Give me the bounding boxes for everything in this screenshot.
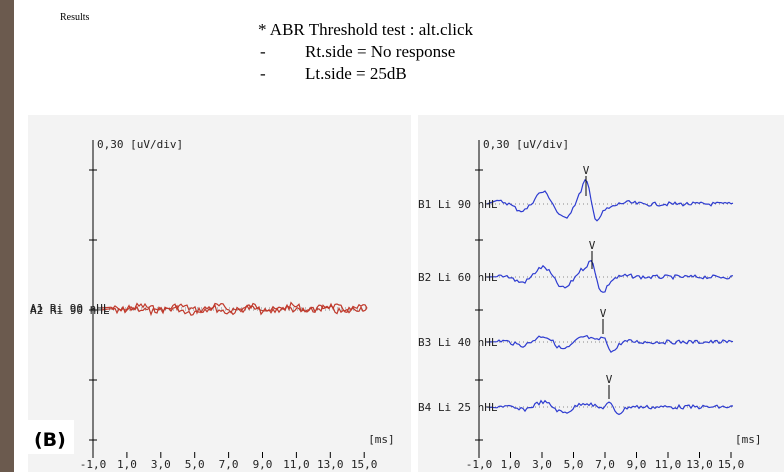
x-tick-label: 7,0 — [595, 458, 615, 471]
x-tick-label: -1,0 — [466, 458, 493, 471]
x-tick-label: 11,0 — [283, 458, 310, 471]
x-unit: [ms] — [368, 433, 395, 446]
y-axis-label: 0,30 [uV/div] — [97, 138, 183, 151]
panel-tag: (B) — [34, 429, 66, 451]
result-line: Lt.side = 25dB — [305, 64, 407, 83]
x-tick-label: 15,0 — [718, 458, 745, 471]
x-tick-label: -1,0 — [80, 458, 107, 471]
x-tick-label: 3,0 — [532, 458, 552, 471]
x-tick-label: 5,0 — [564, 458, 584, 471]
peak-label: V — [600, 307, 607, 320]
peak-label: V — [606, 373, 613, 386]
x-unit: [ms] — [735, 433, 762, 446]
trace-label: B3 Li 40 nHL — [418, 336, 498, 349]
x-tick-label: 9,0 — [627, 458, 647, 471]
dash: - — [260, 42, 266, 61]
waveform — [486, 259, 734, 293]
x-tick-label: 13,0 — [317, 458, 344, 471]
panel-bg — [28, 115, 411, 472]
waveform — [100, 304, 368, 317]
x-tick-label: 1,0 — [117, 458, 137, 471]
waveform — [486, 178, 734, 222]
x-tick-label: 15,0 — [351, 458, 378, 471]
photo-edge — [0, 0, 14, 472]
x-tick-label: 7,0 — [219, 458, 239, 471]
x-tick-label: 5,0 — [185, 458, 205, 471]
x-tick-label: 9,0 — [253, 458, 273, 471]
results-label: Results — [60, 12, 90, 23]
peak-label: V — [583, 164, 590, 177]
waveform — [486, 399, 734, 416]
trace-label: A2 Ri 90 nHL — [30, 304, 110, 317]
result-line: Rt.side = No response — [305, 42, 455, 61]
x-tick-label: 11,0 — [655, 458, 682, 471]
trace-label: B2 Li 60 nHL — [418, 271, 498, 284]
panel-bg — [418, 115, 784, 472]
trace-label: B4 Li 25 nHL — [418, 401, 498, 414]
tag-box — [28, 420, 74, 454]
peak-label: V — [589, 239, 596, 252]
title: * ABR Threshold test : alt.click — [258, 20, 473, 39]
trace-label: B1 Li 90 nHL — [418, 198, 498, 211]
trace-label: A1 Ri 90 nHL — [30, 302, 110, 315]
y-axis-label: 0,30 [uV/div] — [483, 138, 569, 151]
x-tick-label: 13,0 — [686, 458, 713, 471]
x-tick-label: 3,0 — [151, 458, 171, 471]
waveform — [486, 334, 734, 354]
x-tick-label: 1,0 — [501, 458, 521, 471]
dash: - — [260, 64, 266, 83]
